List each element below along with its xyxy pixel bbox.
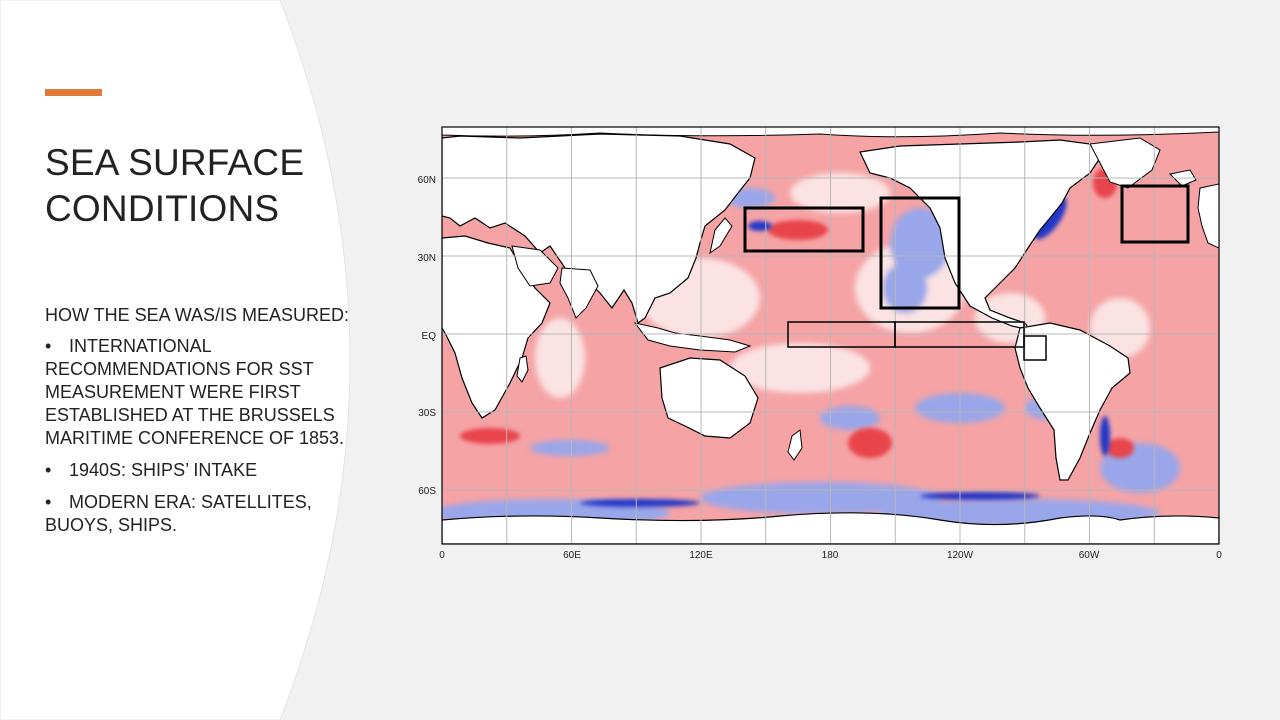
- australia-landmass: [659, 357, 759, 439]
- bullet-text: MODERN ERA: SATELLITES, BUOYS, SHIPS.: [45, 492, 312, 535]
- bullet-text: 1940S: SHIPS’ INTAKE: [69, 460, 258, 480]
- lon-label: 60E: [563, 550, 581, 561]
- bullet-text: INTERNATIONAL RECOMMENDATIONS FOR SST ME…: [45, 336, 345, 448]
- lat-label: 60S: [418, 486, 436, 497]
- south-america-landmass: [1014, 322, 1131, 481]
- slide-title-line2: CONDITIONS: [45, 188, 280, 229]
- north-pacific-west-box: [743, 206, 865, 253]
- bullet-marker: •: [45, 336, 52, 356]
- strong-warm-patches: [460, 168, 1134, 458]
- lon-label: 0: [1216, 550, 1222, 561]
- map-frame: [441, 126, 1220, 545]
- japan: [709, 217, 733, 255]
- nino12-box: [1023, 335, 1047, 361]
- india: [559, 267, 599, 319]
- bullet-marker: •: [45, 460, 52, 480]
- lon-label: 120E: [689, 550, 713, 561]
- new-zealand: [787, 429, 803, 461]
- north-atlantic-box: [1120, 184, 1190, 244]
- bullet-item: • 1940S: SHIPS’ INTAKE: [45, 459, 380, 482]
- lon-label: 0: [439, 550, 445, 561]
- madagascar: [516, 355, 529, 383]
- nino34-box: [894, 321, 1025, 348]
- intro-text: HOW THE SEA WAS/IS MEASURED:: [45, 305, 350, 325]
- lat-label: 30N: [418, 253, 436, 264]
- lon-label: 120W: [947, 550, 974, 561]
- lat-label: 30S: [418, 408, 436, 419]
- region-boxes: [743, 184, 1190, 361]
- slide-title: SEA SURFACE CONDITIONS: [45, 140, 375, 232]
- sst-anomaly-map: 60N 30N EQ 30S 60S 0 60E 120E 180 120W 6…: [400, 118, 1240, 568]
- southeast-asia-islands: [633, 322, 752, 353]
- bullet-marker: •: [45, 492, 52, 512]
- lon-label: 60W: [1079, 550, 1100, 561]
- sst-map-svg: 60N 30N EQ 30S 60S 0 60E 120E 180 120W 6…: [418, 126, 1222, 561]
- slide-title-line1: SEA SURFACE: [45, 142, 305, 183]
- north-pacific-east-box: [879, 196, 961, 310]
- title-accent-bar: [45, 89, 102, 96]
- bullet-item: • INTERNATIONAL RECOMMENDATIONS FOR SST M…: [45, 335, 380, 450]
- longitude-axis: 0 60E 120E 180 120W 60W 0: [439, 550, 1222, 561]
- slide-body: HOW THE SEA WAS/IS MEASURED: • INTERNATIO…: [45, 304, 380, 546]
- iberia-west-europe: [1197, 183, 1219, 249]
- lat-label: EQ: [422, 331, 437, 342]
- latitude-axis: 60N 30N EQ 30S 60S: [418, 175, 437, 497]
- greenland: [1089, 137, 1161, 189]
- lon-label: 180: [822, 550, 839, 561]
- bullet-item: • MODERN ERA: SATELLITES, BUOYS, SHIPS.: [45, 491, 380, 537]
- lat-label: 60N: [418, 175, 436, 186]
- eurasia-landmass: [442, 133, 756, 324]
